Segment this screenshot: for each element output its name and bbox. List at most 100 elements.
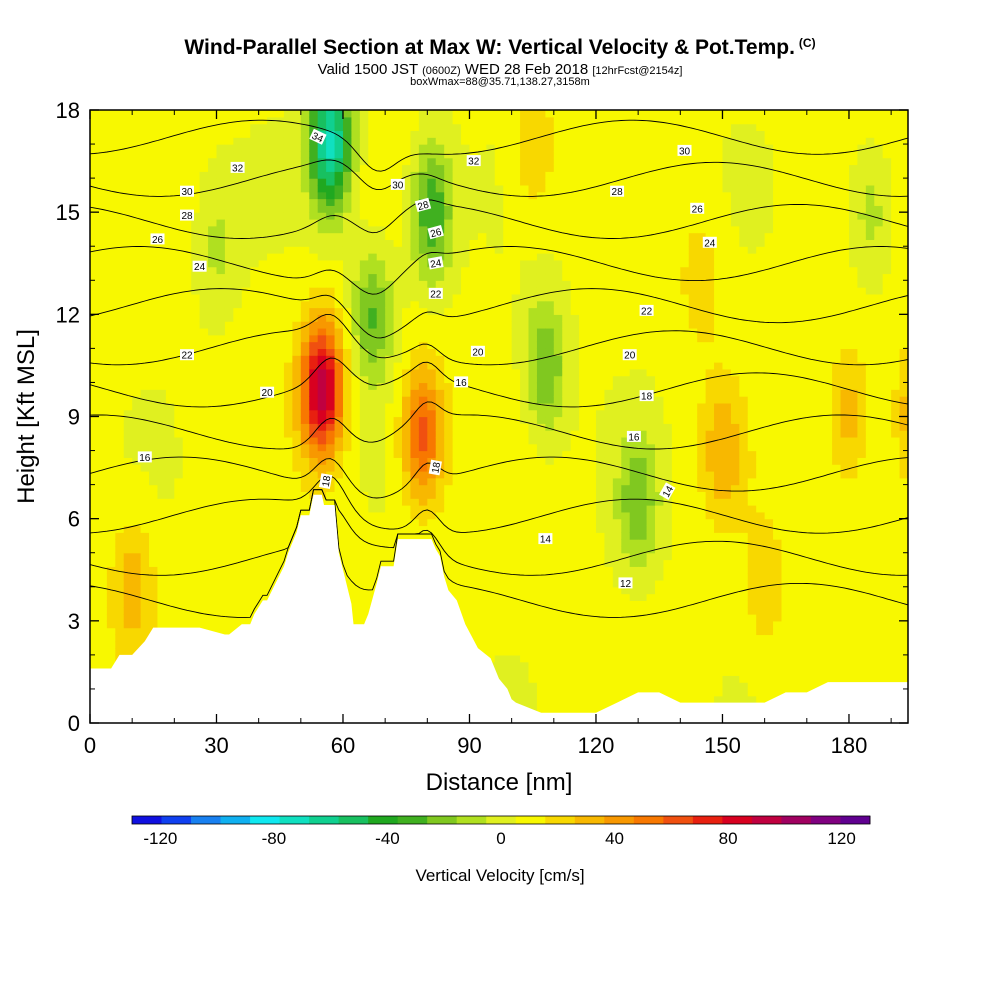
velocity-cell (376, 280, 386, 288)
velocity-cell (300, 246, 310, 254)
velocity-cell (115, 545, 125, 554)
velocity-cell (536, 498, 546, 506)
velocity-cell (461, 130, 471, 138)
velocity-cell (292, 409, 302, 418)
velocity-cell (208, 586, 218, 595)
velocity-cell (410, 484, 420, 493)
velocity-cell (174, 593, 184, 601)
velocity-cell (106, 314, 116, 322)
velocity-cell (224, 253, 234, 261)
velocity-cell (165, 614, 175, 622)
velocity-cell (182, 123, 192, 132)
velocity-cell (418, 150, 428, 159)
velocity-cell (224, 525, 234, 533)
velocity-cell (174, 164, 184, 172)
velocity-cell (309, 362, 319, 370)
velocity-cell (241, 321, 251, 329)
velocity-cell (486, 457, 496, 465)
velocity-cell (267, 144, 277, 152)
velocity-cell (376, 382, 386, 390)
velocity-cell (140, 341, 150, 349)
velocity-cell (545, 675, 555, 683)
velocity-cell (149, 293, 159, 302)
velocity-cell (115, 178, 125, 186)
velocity-cell (410, 511, 420, 520)
velocity-cell (208, 464, 218, 472)
velocity-cell (402, 436, 412, 445)
velocity-cell (106, 137, 116, 145)
velocity-cell (241, 402, 251, 411)
velocity-cell (385, 375, 395, 384)
velocity-cell (342, 348, 353, 356)
velocity-cell (106, 225, 116, 234)
velocity-cell (283, 314, 293, 322)
velocity-cell (545, 218, 555, 227)
velocity-cell (258, 293, 268, 302)
velocity-cell (224, 566, 234, 574)
velocity-cell (275, 450, 285, 458)
velocity-cell (182, 586, 192, 595)
velocity-cell (368, 579, 378, 588)
velocity-cell (452, 586, 462, 595)
velocity-cell (351, 600, 361, 608)
velocity-cell (309, 246, 319, 254)
velocity-cell (511, 232, 521, 241)
velocity-cell (317, 184, 327, 193)
velocity-cell (123, 552, 133, 561)
velocity-cell (292, 266, 302, 275)
velocity-cell (461, 607, 471, 615)
velocity-cell (402, 443, 412, 452)
velocity-cell (115, 157, 125, 166)
velocity-cell (157, 586, 167, 595)
velocity-cell (241, 607, 251, 615)
velocity-cell (368, 430, 378, 438)
velocity-cell (292, 144, 302, 152)
velocity-cell (536, 675, 546, 683)
velocity-cell (123, 327, 133, 336)
velocity-cell (402, 273, 412, 281)
velocity-cell (123, 300, 133, 309)
velocity-cell (545, 614, 555, 622)
velocity-cell (469, 402, 479, 411)
velocity-cell (359, 436, 369, 445)
velocity-cell (98, 144, 108, 152)
velocity-cell (410, 110, 420, 118)
velocity-cell (528, 137, 538, 145)
velocity-cell (132, 409, 142, 418)
velocity-cell (267, 348, 277, 356)
velocity-cell (123, 116, 133, 125)
velocity-cell (283, 457, 293, 465)
velocity-cell (402, 191, 412, 200)
velocity-cell (503, 552, 513, 561)
velocity-cell (224, 457, 234, 465)
velocity-cell (149, 552, 159, 561)
velocity-cell (385, 532, 395, 540)
velocity-cell (393, 164, 403, 172)
velocity-cell (132, 477, 142, 486)
velocity-cell (545, 198, 555, 206)
velocity-cell (250, 314, 260, 322)
velocity-cell (410, 436, 420, 445)
velocity-cell (115, 443, 125, 452)
velocity-cell (90, 607, 100, 615)
velocity-cell (477, 450, 487, 458)
velocity-cell (326, 334, 336, 343)
velocity-cell (444, 212, 454, 220)
velocity-cell (208, 144, 218, 152)
velocity-cell (359, 382, 369, 390)
velocity-cell (368, 232, 378, 241)
velocity-cell (469, 164, 479, 172)
velocity-cell (267, 280, 277, 288)
velocity-cell (334, 368, 344, 377)
velocity-cell (258, 505, 268, 513)
velocity-cell (250, 457, 260, 465)
velocity-cell (393, 362, 403, 370)
velocity-cell (469, 334, 479, 343)
velocity-cell (342, 423, 353, 431)
velocity-cell (418, 116, 428, 125)
velocity-cell (132, 532, 142, 540)
velocity-cell (98, 150, 108, 159)
velocity-cell (250, 218, 260, 227)
velocity-cell (182, 443, 192, 452)
velocity-cell (376, 123, 386, 132)
